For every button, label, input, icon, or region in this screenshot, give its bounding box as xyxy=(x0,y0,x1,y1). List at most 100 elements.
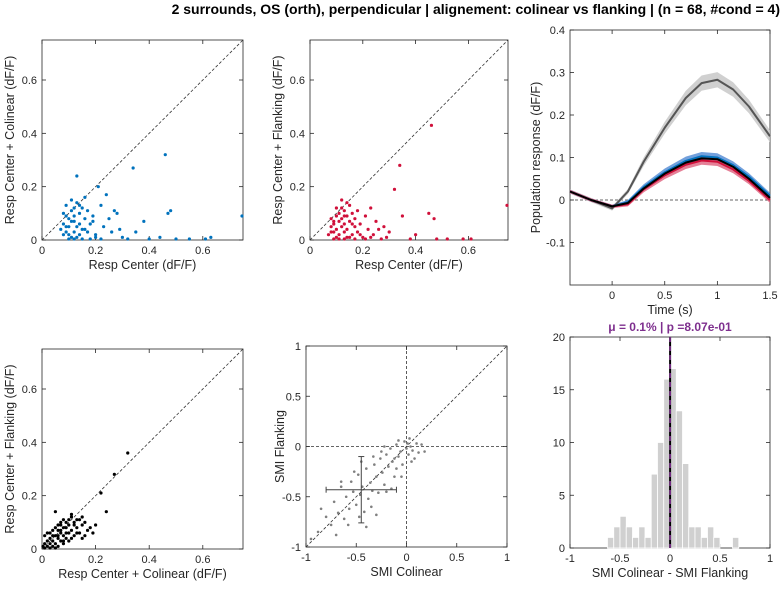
p5-ytick-label: 1 xyxy=(295,341,301,353)
p1-point xyxy=(126,237,130,241)
p4-point xyxy=(61,534,66,538)
p5-point xyxy=(385,490,388,494)
p1-ytick-label: 0.2 xyxy=(22,182,37,194)
p5-point xyxy=(393,457,396,460)
p4-point xyxy=(126,451,130,455)
p6-ytick-label: 15 xyxy=(553,385,565,397)
p1-point xyxy=(69,198,74,202)
p2-xtick-label: 0.4 xyxy=(408,245,423,257)
p4-point xyxy=(53,534,58,538)
p2-xtick-label: 0.2 xyxy=(355,245,370,257)
p6-xtick-label: -0.5 xyxy=(611,553,630,565)
p5-point xyxy=(354,503,358,507)
p4-xtick-label: 0.6 xyxy=(195,554,210,566)
p1-point xyxy=(72,214,76,218)
p2-point xyxy=(384,235,389,239)
p6-bar xyxy=(650,473,658,549)
p1-point xyxy=(59,227,63,231)
p6-bar xyxy=(682,463,690,549)
p4-point xyxy=(80,523,84,527)
p6-ytick-label: 0 xyxy=(559,543,565,555)
p1-point xyxy=(118,227,122,231)
p1-point xyxy=(77,222,82,226)
p1-point xyxy=(110,230,114,234)
p1-point xyxy=(75,225,79,229)
p2-point xyxy=(371,233,375,237)
p4-point xyxy=(69,512,74,516)
p5-point xyxy=(375,475,378,478)
p2-point xyxy=(377,227,381,231)
p4-point xyxy=(43,542,47,546)
p1-point xyxy=(158,235,162,239)
p5-point xyxy=(381,471,384,474)
p3-series-line xyxy=(569,78,771,210)
p2-point xyxy=(340,206,344,210)
p2-point xyxy=(345,201,349,205)
p2-point xyxy=(350,222,354,226)
p2-point xyxy=(432,217,436,221)
p1-point xyxy=(64,203,68,207)
p4-point xyxy=(53,542,58,546)
p5-point xyxy=(351,490,355,494)
p6-bar xyxy=(688,526,696,549)
p1-point xyxy=(61,233,66,237)
p4-point xyxy=(64,526,68,530)
p2-point xyxy=(329,230,333,234)
p3-ytick-label: -0.1 xyxy=(546,238,565,250)
p6-bar xyxy=(694,526,702,549)
p5-point xyxy=(346,523,350,527)
p4-point xyxy=(48,546,52,550)
p1-point xyxy=(99,237,103,241)
p1-xtick-label: 0.4 xyxy=(142,245,157,257)
p4-unity-line xyxy=(41,348,244,550)
p2-point xyxy=(363,237,368,241)
p1-point xyxy=(72,230,76,234)
p6-bar xyxy=(607,537,615,549)
p6-xlabel: SMI Colinear - SMI Flanking xyxy=(592,566,748,580)
p1-point xyxy=(174,237,178,241)
p5-point xyxy=(349,480,353,483)
p4-point xyxy=(67,523,71,527)
p2-point xyxy=(414,233,418,237)
p2-point xyxy=(379,237,383,241)
p2-point xyxy=(329,225,333,229)
p1-point xyxy=(85,230,90,234)
p1-point xyxy=(85,209,90,213)
p2-point xyxy=(334,227,338,231)
p4-point xyxy=(85,528,90,532)
p1-point xyxy=(67,237,71,241)
p4-point xyxy=(77,518,82,522)
p5-point xyxy=(347,507,351,511)
p3-xtick-label: 0 xyxy=(609,290,615,302)
p5-point xyxy=(365,525,368,529)
p2-point xyxy=(355,230,360,234)
p4-point xyxy=(69,515,74,519)
p4-point xyxy=(75,531,79,535)
p2-point xyxy=(374,219,378,223)
p4-point xyxy=(80,536,84,540)
p5-xtick-label: 0.5 xyxy=(449,552,464,564)
p4-ytick-label: 0 xyxy=(31,544,37,556)
p5-point xyxy=(344,495,348,499)
p2-point xyxy=(369,206,373,210)
p1-point xyxy=(131,166,135,170)
p1-point xyxy=(64,230,68,234)
p1-point xyxy=(72,237,76,241)
p5-xtick-label: -0.5 xyxy=(347,552,366,564)
p2-point xyxy=(340,225,344,229)
p2-point xyxy=(337,233,341,237)
p2-ytick-label: 0.4 xyxy=(290,128,305,140)
p4-point xyxy=(83,534,87,538)
p2-point xyxy=(363,214,368,218)
p1-point xyxy=(67,217,71,221)
p1-point xyxy=(69,209,74,213)
p6-annotation: μ = 0.1% | p =8.07e-01 xyxy=(608,320,732,334)
p4-point xyxy=(48,536,52,540)
p2-point xyxy=(408,237,412,241)
p1-point xyxy=(75,174,79,178)
p1-unity-line xyxy=(41,39,244,241)
p2-point xyxy=(445,237,449,241)
p2-point xyxy=(392,187,397,191)
p4-point xyxy=(61,542,66,546)
p4-ylabel: Resp Center + Flanking (dF/F) xyxy=(3,364,17,533)
